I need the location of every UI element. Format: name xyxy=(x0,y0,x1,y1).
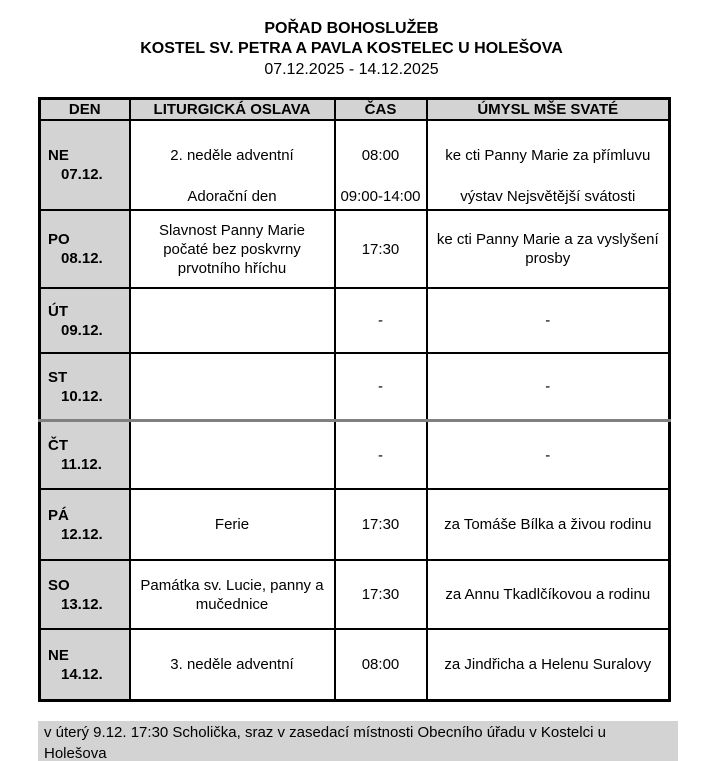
day-abbr: NE xyxy=(48,147,69,164)
day-cell: NE 14.12. xyxy=(38,628,131,702)
time-text-2: 09:00-14:00 xyxy=(340,188,421,205)
day-date: 13.12. xyxy=(61,595,103,613)
celebration-cell: Ferie xyxy=(128,488,336,561)
day-cell: ST 10.12. xyxy=(38,352,131,422)
table-row: ÚT 09.12. - - xyxy=(38,287,671,354)
intention-text: ke cti Panny Marie za přímluvu xyxy=(445,146,651,164)
column-header-liturgicka-oslava: LITURGICKÁ OSLAVA xyxy=(128,97,336,121)
table-row: ST 10.12. - - xyxy=(38,352,671,422)
celebration-cell: Slavnost Panny Marie počaté bez poskvrny… xyxy=(128,209,336,289)
celebration-cell: 3. neděle adventní xyxy=(128,628,336,702)
celebration-cell xyxy=(128,287,336,354)
day-cell: SO 13.12. xyxy=(38,559,131,630)
day-abbr: PÁ xyxy=(48,506,69,524)
table-row: ČT 11.12. - - xyxy=(38,419,671,490)
celebration-cell xyxy=(128,419,336,490)
title-block: POŘAD BOHOSLUŽEB KOSTEL SV. PETRA A PAVL… xyxy=(0,0,703,80)
column-header-cas: ČAS xyxy=(333,97,428,121)
time-cell: 17:30 xyxy=(333,209,428,289)
table-header-row: DEN LITURGICKÁ OSLAVA ČAS ÚMYSL MŠE SVAT… xyxy=(38,97,671,121)
day-date: 08.12. xyxy=(61,250,103,267)
intention-cell: za Tomáše Bílka a živou rodinu xyxy=(425,488,671,561)
intention-cell: - xyxy=(425,352,671,422)
column-header-den: DEN xyxy=(38,97,131,121)
schedule-table: DEN LITURGICKÁ OSLAVA ČAS ÚMYSL MŠE SVAT… xyxy=(38,97,671,702)
table-row: PO 08.12. Slavnost Panny Marie počaté be… xyxy=(38,209,671,289)
table-row: PÁ 12.12. Ferie 17:30 za Tomáše Bílka a … xyxy=(38,488,671,561)
day-abbr: ÚT xyxy=(48,302,68,320)
day-date: 10.12. xyxy=(61,387,103,405)
intention-cell: - xyxy=(425,419,671,490)
day-cell: ČT 11.12. xyxy=(38,419,131,490)
day-date: 11.12. xyxy=(61,456,102,473)
time-cell: - xyxy=(333,352,428,422)
celebration-cell: 2. neděle adventní Adorační den xyxy=(128,119,336,211)
footer-note: v úterý 9.12. 17:30 Scholička, sraz v za… xyxy=(38,721,678,761)
intention-cell: - xyxy=(425,287,671,354)
page-title: POŘAD BOHOSLUŽEB xyxy=(264,20,439,37)
day-date: 09.12. xyxy=(61,321,103,339)
day-abbr: SO xyxy=(48,576,70,594)
day-date: 07.12. xyxy=(61,166,103,183)
day-date: 14.12. xyxy=(61,665,103,683)
intention-cell: ke cti Panny Marie a za vyslyšení prosby xyxy=(425,209,671,289)
day-cell: PO 08.12. xyxy=(38,209,131,289)
table-row: SO 13.12. Památka sv. Lucie, panny a muč… xyxy=(38,559,671,630)
time-cell: 17:30 xyxy=(333,488,428,561)
day-cell: ÚT 09.12. xyxy=(38,287,131,354)
time-cell: 17:30 xyxy=(333,559,428,630)
day-date: 12.12. xyxy=(61,525,103,543)
celebration-cell: Památka sv. Lucie, panny a mučednice xyxy=(128,559,336,630)
intention-cell: za Annu Tkadlčíkovou a rodinu xyxy=(425,559,671,630)
day-abbr: ČT xyxy=(48,437,68,454)
day-cell: NE 07.12. xyxy=(38,119,131,211)
celebration-text: 2. neděle adventní xyxy=(170,146,294,164)
table-row: NE 14.12. 3. neděle adventní 08:00 za Ji… xyxy=(38,628,671,702)
day-cell: PÁ 12.12. xyxy=(38,488,131,561)
intention-text-2: výstav Nejsvětější svátosti xyxy=(460,188,636,205)
time-cell: 08:00 09:00-14:00 xyxy=(333,119,428,211)
time-cell: 08:00 xyxy=(333,628,428,702)
intention-cell: za Jindřicha a Helenu Suralovy xyxy=(425,628,671,702)
intention-cell: ke cti Panny Marie za přímluvu výstav Ne… xyxy=(425,119,671,211)
time-cell: - xyxy=(333,287,428,354)
date-range: 07.12.2025 - 14.12.2025 xyxy=(264,61,439,78)
time-cell: - xyxy=(333,419,428,490)
celebration-text-2: Adorační den xyxy=(187,188,277,205)
church-name: KOSTEL SV. PETRA A PAVLA KOSTELEC U HOLE… xyxy=(140,40,563,57)
celebration-cell xyxy=(128,352,336,422)
column-header-umysl: ÚMYSL MŠE SVATÉ xyxy=(425,97,671,121)
day-abbr: NE xyxy=(48,646,69,664)
time-text: 08:00 xyxy=(361,146,400,164)
table-row: NE 07.12. 2. neděle adventní Adorační de… xyxy=(38,119,671,211)
day-abbr: ST xyxy=(48,368,68,386)
day-abbr: PO xyxy=(48,231,70,248)
